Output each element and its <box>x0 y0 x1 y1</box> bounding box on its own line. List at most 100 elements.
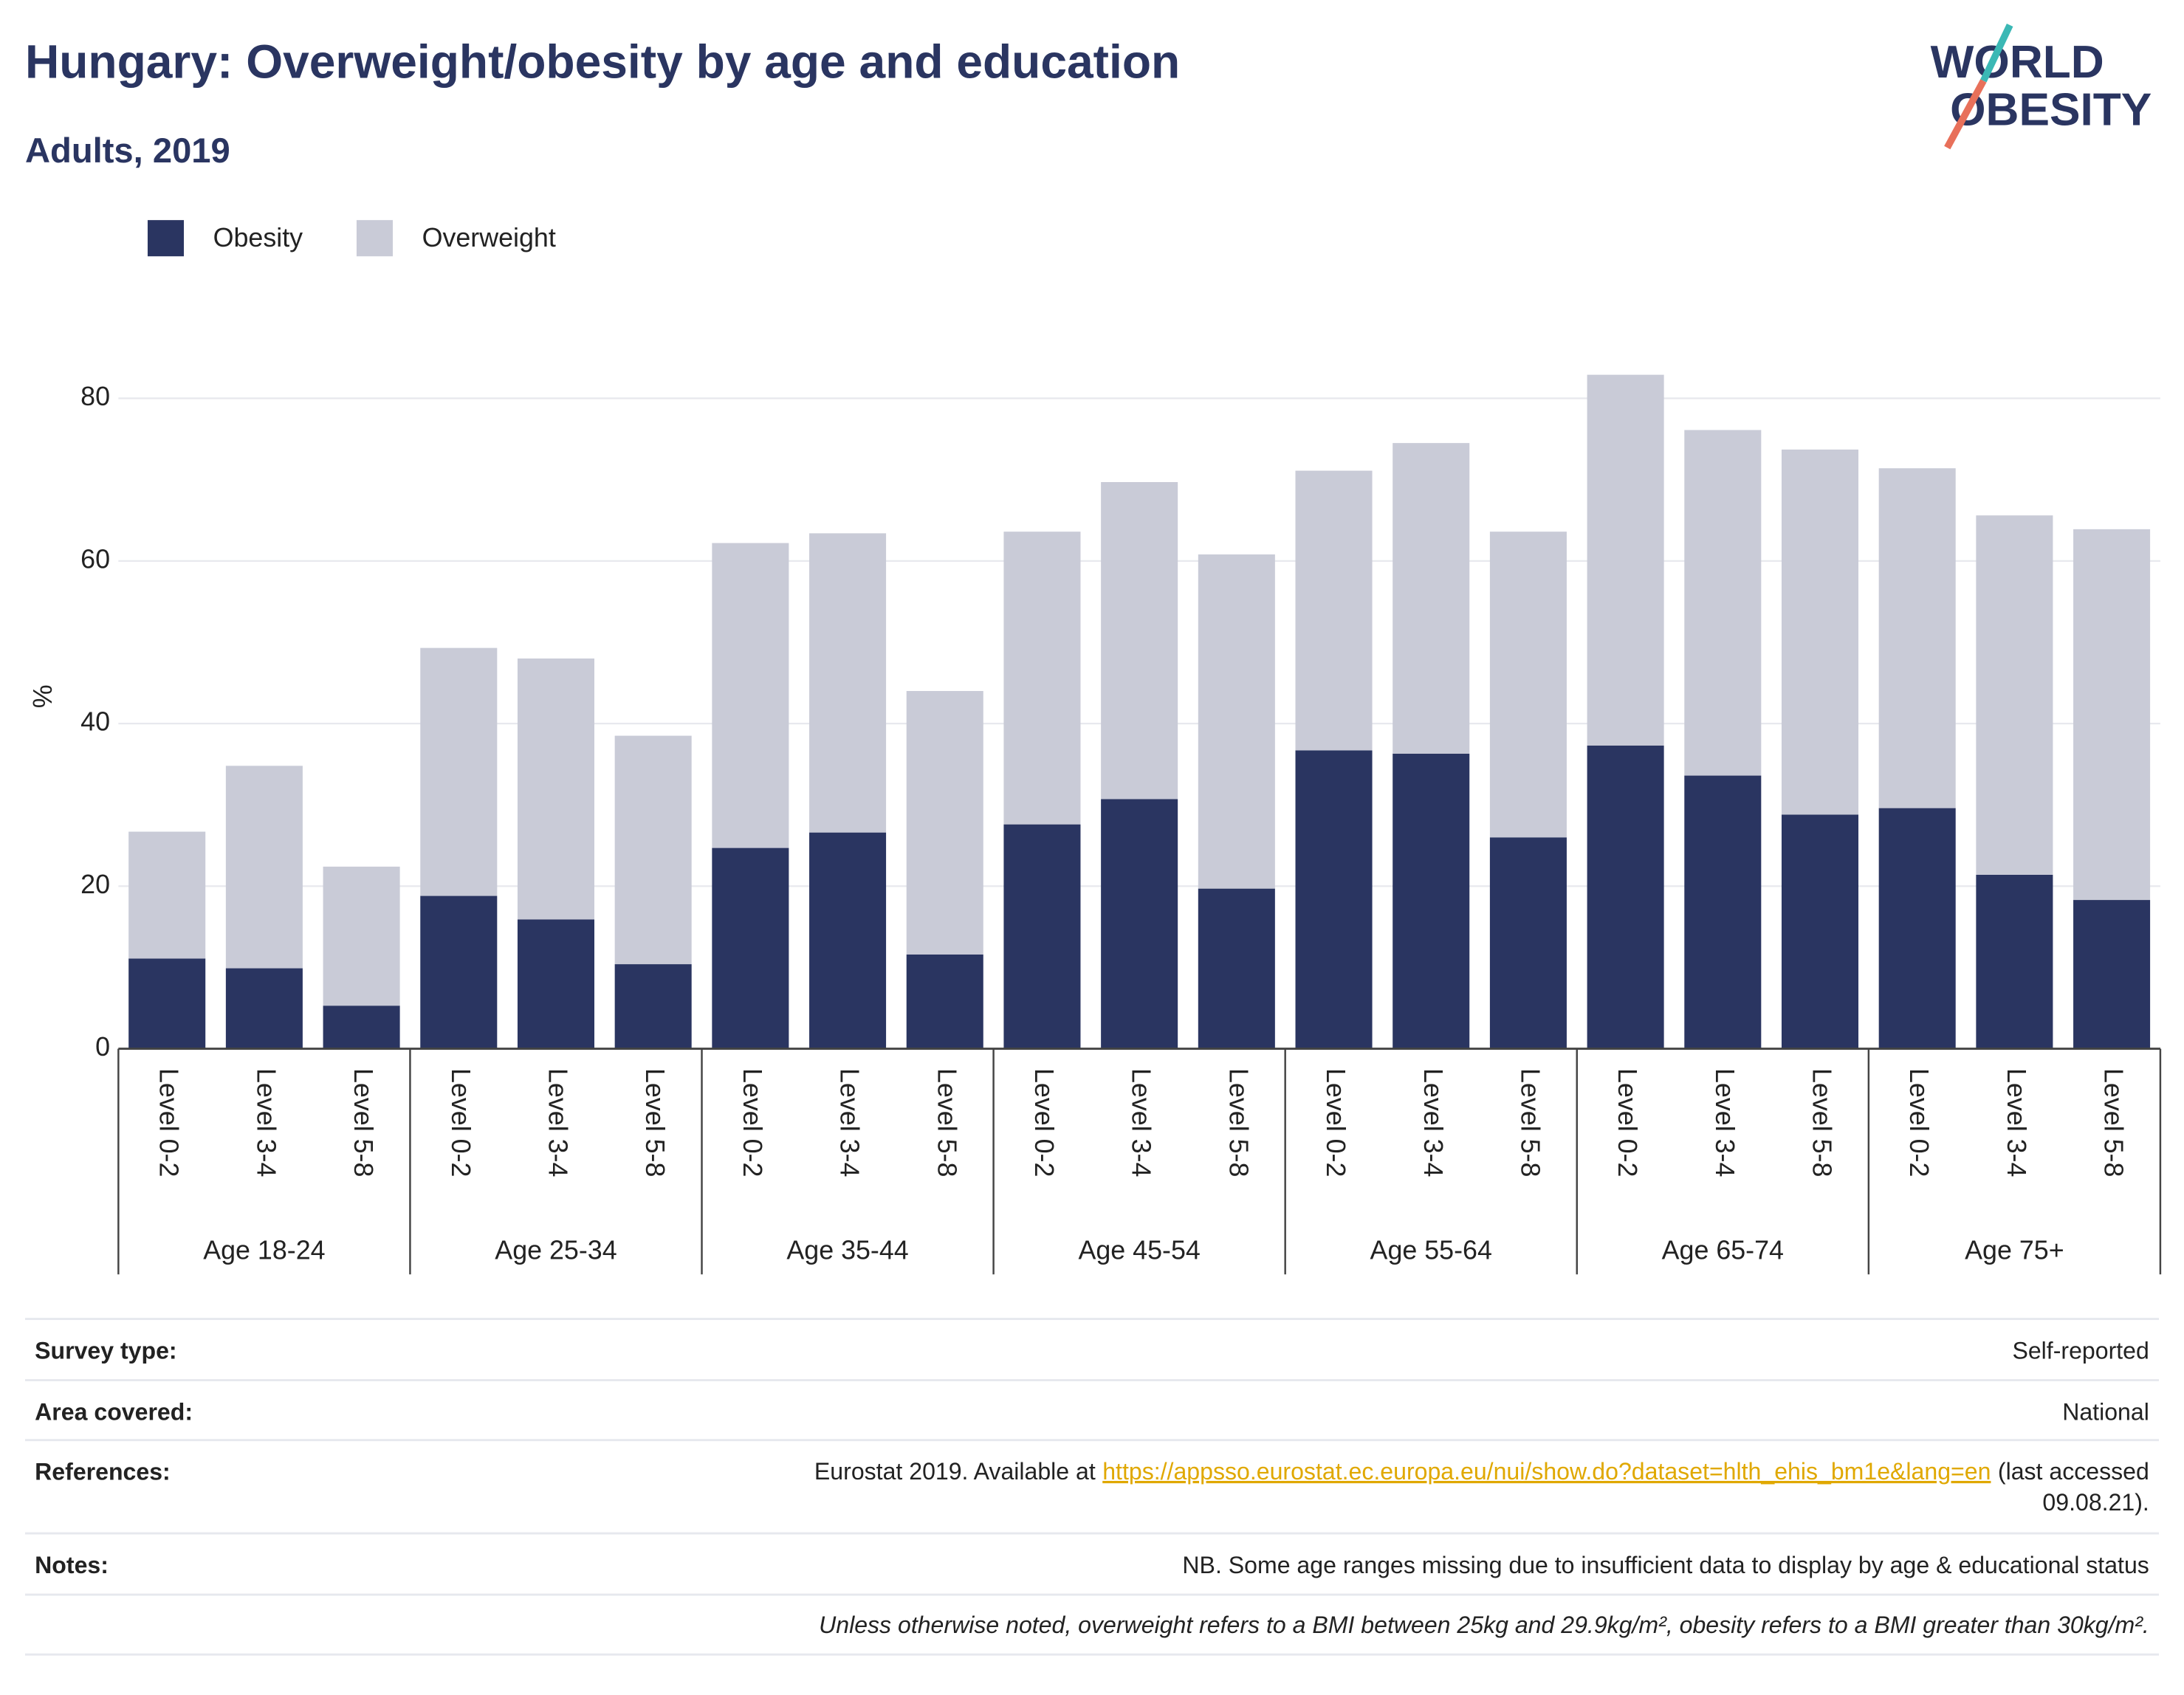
chart-title: Hungary: Overweight/obesity by age and e… <box>25 35 1180 89</box>
bar-segment <box>1781 449 1859 815</box>
footer-label: Notes: <box>35 1552 109 1578</box>
bar-segment <box>712 848 789 1049</box>
bar-segment <box>1198 554 1275 889</box>
x-tick-label: Level 3-4 <box>543 1068 573 1177</box>
x-tick-label: Level 0-2 <box>446 1068 475 1177</box>
group-label: Age 55-64 <box>1370 1235 1492 1265</box>
bar-segment <box>1393 753 1470 1049</box>
x-tick-label: Level 5-8 <box>1223 1068 1253 1177</box>
bar-segment <box>128 831 206 959</box>
bar-segment <box>128 958 206 1049</box>
bar-segment <box>1489 837 1567 1049</box>
bar-segment <box>2073 900 2151 1049</box>
bar-segment <box>1781 814 1859 1049</box>
bar-segment <box>2073 529 2151 901</box>
bar-segment <box>1393 443 1470 754</box>
bar-segment <box>809 533 887 833</box>
y-tick-label: 80 <box>80 382 110 411</box>
bar-segment <box>1878 468 1956 808</box>
bar-segment <box>225 968 303 1049</box>
bar-segment <box>323 1005 400 1049</box>
logo-slash <box>1944 79 1987 150</box>
footer-definition: Unless otherwise noted, overweight refer… <box>819 1612 2149 1638</box>
bar-segment <box>809 832 887 1049</box>
bar-segment <box>225 766 303 969</box>
x-tick-label: Level 5-8 <box>932 1068 961 1177</box>
x-tick-label: Level 3-4 <box>1418 1068 1448 1177</box>
y-tick-label: 0 <box>95 1032 110 1062</box>
bar-segment <box>1295 750 1373 1049</box>
bar-segment <box>1003 532 1081 825</box>
x-tick-label: Level 0-2 <box>154 1068 184 1177</box>
x-tick-label: Level 5-8 <box>640 1068 670 1177</box>
bar-segment <box>1684 430 1762 776</box>
logo: WORLD OBESITY <box>1931 24 2152 150</box>
bar-segment <box>614 964 692 1049</box>
x-tick-label: Level 0-2 <box>1029 1068 1059 1177</box>
x-tick-label: Level 0-2 <box>1321 1068 1350 1177</box>
bar-segment <box>1587 374 1664 746</box>
footer-value: National <box>2062 1398 2149 1425</box>
bar-segment <box>1101 799 1178 1049</box>
bar-segment <box>420 895 498 1049</box>
chart-subtitle: Adults, 2019 <box>25 131 230 170</box>
footer-label: Survey type: <box>35 1337 176 1364</box>
x-tick-label: Level 0-2 <box>738 1068 767 1177</box>
bar-segment <box>1976 874 2053 1049</box>
group-label: Age 65-74 <box>1662 1235 1784 1265</box>
bar-segment <box>1198 888 1275 1049</box>
x-tick-label: Level 0-2 <box>1904 1068 1934 1177</box>
group-label: Age 75+ <box>1965 1235 2064 1265</box>
group-label: Age 35-44 <box>786 1235 908 1265</box>
legend-label: Overweight <box>422 223 556 252</box>
x-tick-label: Level 3-4 <box>251 1068 281 1177</box>
y-tick-label: 40 <box>80 707 110 737</box>
bar-segment <box>1587 745 1664 1049</box>
bar-segment <box>1295 470 1373 751</box>
footer-value: 09.08.21). <box>2042 1489 2149 1516</box>
x-tick-label: Level 5-8 <box>2099 1068 2129 1177</box>
bar-segment <box>1976 515 2053 875</box>
footer: Survey type: Self-reported Area covered:… <box>24 1318 2160 1656</box>
reference-text: (last accessed <box>1998 1458 2149 1485</box>
reference-text: Eurostat 2019. Available at <box>814 1458 1096 1485</box>
x-tick-label: Level 3-4 <box>1127 1068 1156 1177</box>
x-tick-label: Level 3-4 <box>2002 1068 2031 1177</box>
group-label: Age 45-54 <box>1078 1235 1200 1265</box>
bar-segment <box>906 954 983 1049</box>
reference-link[interactable]: https://appsso.eurostat.ec.europa.eu/nui… <box>1102 1458 1991 1485</box>
x-tick-label: Level 5-8 <box>1515 1068 1545 1177</box>
y-tick-label: 20 <box>80 870 110 899</box>
bar-segment <box>712 543 789 848</box>
logo-text: OBESITY <box>1950 84 2152 135</box>
group-label: Age 18-24 <box>203 1235 325 1265</box>
footer-value: Eurostat 2019. Available at https://appss… <box>814 1458 2149 1485</box>
x-tick-label: Level 5-8 <box>1807 1068 1837 1177</box>
bar-segment <box>1878 808 1956 1049</box>
footer-value: NB. Some age ranges missing due to insuf… <box>1182 1552 2149 1578</box>
footer-value: Self-reported <box>2012 1337 2149 1364</box>
footer-label: References: <box>35 1458 171 1485</box>
bar-segment <box>614 735 692 965</box>
legend-label: Obesity <box>213 223 303 252</box>
x-tick-label: Level 3-4 <box>1710 1068 1740 1177</box>
x-tick-label: Level 5-8 <box>348 1068 378 1177</box>
logo-slash <box>1980 24 2013 83</box>
y-tick-label: 60 <box>80 544 110 574</box>
x-tick-label: Level 0-2 <box>1613 1068 1642 1177</box>
group-label: Age 25-34 <box>495 1235 617 1265</box>
bar-segment <box>323 866 400 1006</box>
logo-text: WORLD <box>1931 37 2104 88</box>
bar-segment <box>1101 482 1178 800</box>
legend-swatch <box>356 220 393 257</box>
bar-segment <box>1684 775 1762 1049</box>
bar-segment <box>420 647 498 896</box>
bar-segment <box>517 919 594 1049</box>
bar-segment <box>517 658 594 920</box>
bar-segment <box>1003 824 1081 1049</box>
bar-segment <box>906 691 983 955</box>
footer-label: Area covered: <box>35 1398 193 1425</box>
x-tick-label: Level 3-4 <box>835 1068 865 1177</box>
